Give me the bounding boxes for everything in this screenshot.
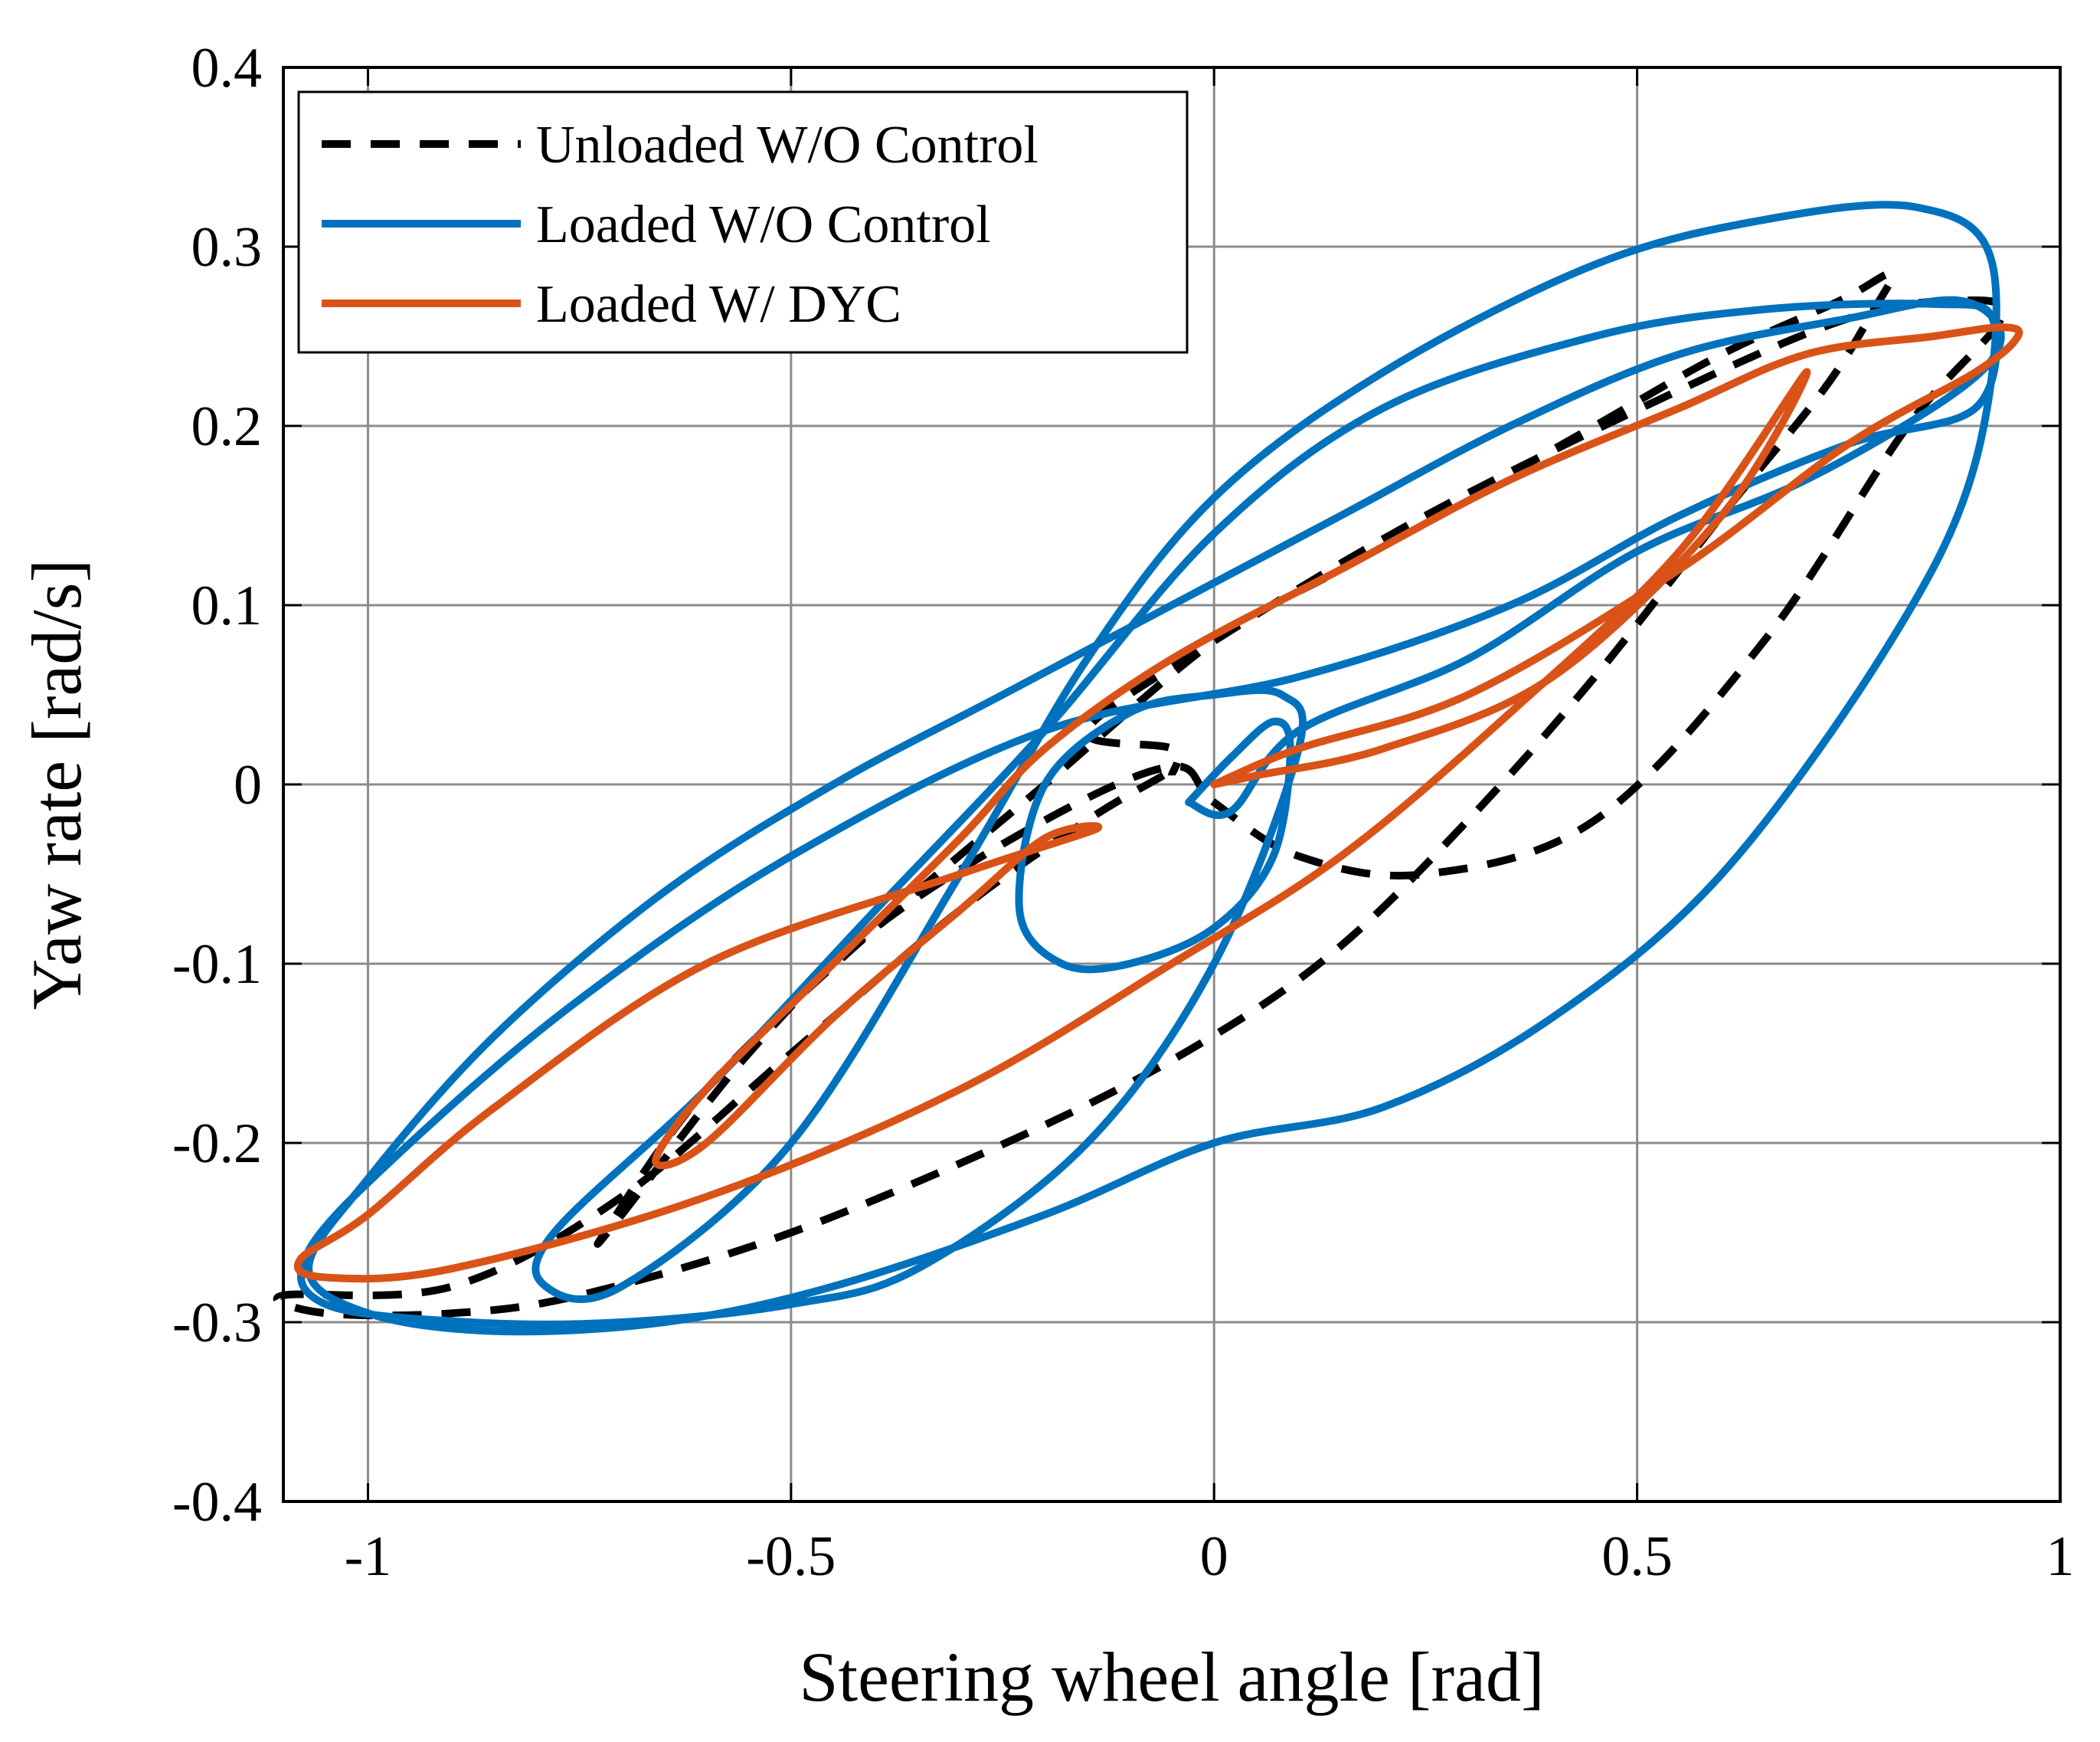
y-axis-label: Yaw rate [rad/s] xyxy=(18,559,96,1010)
series-line-loaded-w-dyc xyxy=(293,323,2023,1283)
y-tick-label: 0.4 xyxy=(191,37,263,100)
y-tick-label: -0.3 xyxy=(172,1292,262,1354)
x-tick-label: 0.5 xyxy=(1601,1525,1673,1588)
tick-labels: -1 -0.5 0 0.5 1 -0.4 -0.3 -0.2 -0.1 0 0.1 0.2 0.3 0.4 xyxy=(172,37,2075,1588)
axis-ticks xyxy=(283,66,2062,1503)
y-tick-label: -0.2 xyxy=(172,1112,262,1175)
y-tick-label: 0 xyxy=(234,754,262,817)
x-tick-label: -0.5 xyxy=(746,1525,836,1588)
y-tick-label: 0.2 xyxy=(191,395,263,458)
series-line-loaded-w-o-control xyxy=(296,201,2005,1336)
legend-label-unloaded-w-o-control: Unloaded W/O Control xyxy=(536,116,1039,175)
y-tick-label: 0.1 xyxy=(191,575,263,637)
x-tick-label: 1 xyxy=(2046,1525,2075,1588)
series-layer xyxy=(273,201,2023,1336)
legend-label-loaded-w-dyc: Loaded W/ DYC xyxy=(536,275,901,334)
legend-label-loaded-w-o-control: Loaded W/O Control xyxy=(536,195,991,254)
legend: Unloaded W/O Control Loaded W/O Control Lo… xyxy=(297,90,1189,354)
x-tick-label: -1 xyxy=(345,1525,392,1588)
y-tick-label: -0.4 xyxy=(172,1471,262,1534)
y-tick-label: 0.3 xyxy=(191,216,263,279)
series-line-unloaded-w-o-control xyxy=(273,270,2007,1320)
x-axis-label: Steering wheel angle [rad] xyxy=(799,1638,1544,1716)
x-tick-label: 0 xyxy=(1200,1525,1228,1588)
y-tick-label: -0.1 xyxy=(172,933,262,996)
